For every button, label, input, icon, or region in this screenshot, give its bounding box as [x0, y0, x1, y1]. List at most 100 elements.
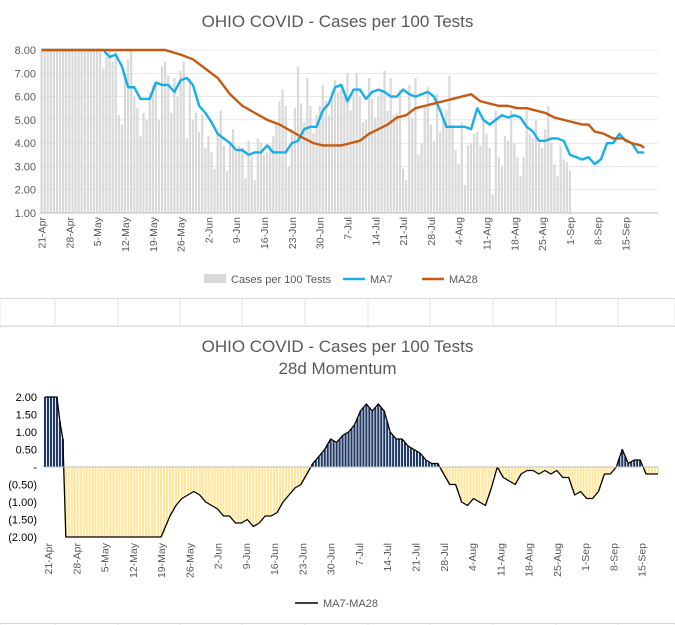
bar-momentum-negative [454, 467, 457, 485]
bar-cases-per-100-tests [330, 91, 334, 213]
bar-cases-per-100-tests [272, 136, 275, 213]
bar-cases-per-100-tests [235, 152, 238, 213]
bar-momentum-negative [472, 467, 475, 499]
bar-momentum-positive [406, 446, 410, 467]
bar-momentum-negative [287, 467, 291, 495]
bar-momentum-negative [264, 467, 267, 516]
y-tick-label: 2.00 [15, 185, 36, 197]
bar-momentum-negative [511, 467, 514, 483]
x-tick-label: 23-Jun [287, 217, 299, 249]
bar-momentum-negative [576, 467, 579, 494]
bar-cases-per-100-tests [405, 180, 408, 213]
bar-cases-per-100-tests [485, 133, 488, 213]
bar-momentum-negative [490, 467, 493, 488]
bar-momentum-negative [198, 467, 201, 495]
bar-momentum-negative [588, 467, 591, 499]
bar-cases-per-100-tests [108, 50, 111, 213]
bar-cases-per-100-tests [40, 50, 43, 213]
bar-cases-per-100-tests [173, 77, 176, 213]
x-tick-label: 11-Aug [482, 217, 494, 250]
bar-momentum-positive [49, 397, 52, 467]
bar-momentum-negative [520, 467, 523, 474]
bar-momentum-negative [177, 467, 180, 502]
x-tick-label: 28-Apr [71, 542, 83, 574]
bar-cases-per-100-tests [537, 143, 541, 213]
bar-momentum-negative [64, 467, 67, 537]
bar-cases-per-100-tests [337, 91, 340, 213]
bar-momentum-negative [216, 467, 219, 509]
bar-momentum-negative [302, 467, 305, 480]
y-tick-label: 5.00 [15, 115, 36, 127]
line-ma7-ma28 [45, 396, 658, 538]
bar-momentum-negative [165, 467, 169, 526]
x-tick-label: 18-Aug [509, 217, 521, 251]
bar-momentum-positive [395, 439, 398, 467]
bar-momentum-positive [362, 407, 365, 467]
bar-momentum-negative [591, 467, 594, 499]
bar-cases-per-100-tests [191, 119, 195, 213]
x-tick-label: 8-Sep [593, 217, 605, 245]
bar-momentum-positive [377, 404, 380, 467]
bar-cases-per-100-tests [355, 73, 358, 214]
bar-cases-per-100-tests [278, 101, 281, 213]
bar-cases-per-100-tests [423, 105, 426, 213]
bar-momentum-negative [305, 467, 308, 474]
bar-cases-per-100-tests [454, 150, 457, 213]
x-tick-label: 19-May [148, 216, 160, 252]
bar-momentum-positive [389, 432, 392, 467]
bar-cases-per-100-tests [510, 110, 513, 213]
bar-cases-per-100-tests [559, 145, 562, 213]
bar-cases-per-100-tests [565, 161, 568, 213]
bar-cases-per-100-tests [380, 91, 383, 213]
bar-cases-per-100-tests [340, 89, 343, 213]
bar-cases-per-100-tests [133, 96, 136, 213]
x-tick-label: 28-Apr [64, 216, 76, 248]
bar-momentum-negative [85, 467, 88, 537]
bar-momentum-negative [273, 467, 276, 515]
bar-cases-per-100-tests [117, 115, 120, 213]
bar-cases-per-100-tests [89, 50, 93, 213]
bar-cases-per-100-tests [247, 140, 250, 213]
bar-cases-per-100-tests [497, 157, 500, 213]
bar-cases-per-100-tests [198, 131, 201, 213]
bar-momentum-negative [517, 467, 520, 480]
bar-momentum-positive [621, 449, 624, 467]
x-tick-label: 21-Jul [411, 543, 423, 572]
bar-momentum-positive [409, 447, 413, 467]
bar-cases-per-100-tests [136, 108, 139, 213]
bar-momentum-negative [73, 467, 76, 537]
bar-momentum-positive [356, 418, 359, 467]
bar-cases-per-100-tests [102, 68, 105, 213]
bar-cases-per-100-tests [367, 77, 371, 213]
x-tick-label: 5-May [100, 542, 112, 572]
x-tick-label: 28-Jul [439, 543, 451, 572]
bar-momentum-negative [606, 467, 609, 474]
bar-momentum-negative [558, 467, 561, 474]
legend-label: MA28 [449, 274, 478, 286]
x-tick-label: 14-Jul [382, 543, 394, 572]
bar-momentum-negative [451, 467, 454, 485]
bar-momentum-positive [380, 407, 383, 467]
bar-cases-per-100-tests [77, 50, 80, 213]
bar-momentum-negative [204, 467, 207, 502]
x-tick-label: 23-Jun [297, 543, 309, 575]
bar-cases-per-100-tests [417, 154, 420, 213]
bar-momentum-negative [564, 467, 567, 478]
bar-cases-per-100-tests [145, 119, 148, 213]
bar-momentum-positive [350, 428, 353, 467]
x-tick-label: 30-Jun [326, 543, 338, 575]
bar-cases-per-100-tests [358, 96, 361, 213]
bar-momentum-negative [529, 467, 532, 471]
bar-cases-per-100-tests [312, 133, 315, 213]
bar-momentum-negative [121, 467, 124, 537]
bar-momentum-positive [412, 449, 416, 467]
bar-momentum-negative [142, 467, 145, 537]
x-tick-label: 21-Apr [37, 216, 49, 248]
bar-cases-per-100-tests [43, 50, 46, 213]
bar-momentum-positive [58, 421, 61, 467]
bar-momentum-negative [457, 467, 460, 494]
bar-momentum-positive [326, 444, 329, 467]
legend-swatch-bar [204, 274, 226, 283]
bar-momentum-positive [415, 451, 419, 467]
bar-cases-per-100-tests [130, 50, 133, 213]
